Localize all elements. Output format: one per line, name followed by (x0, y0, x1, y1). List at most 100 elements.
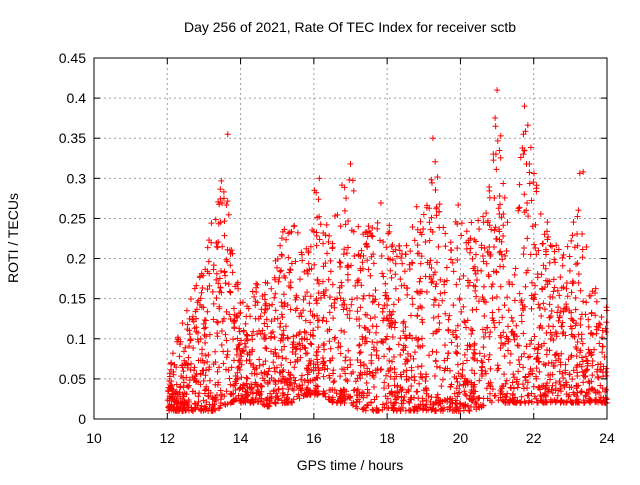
data-point (200, 377, 207, 384)
data-point (370, 293, 377, 300)
data-point (279, 336, 286, 343)
data-point (460, 303, 467, 310)
data-point (563, 391, 570, 398)
data-point (216, 364, 223, 371)
data-point (430, 271, 437, 278)
data-point (392, 260, 399, 267)
data-point (184, 404, 191, 411)
data-point (282, 376, 289, 383)
data-point (492, 114, 499, 121)
data-point (356, 315, 363, 322)
data-point (316, 236, 323, 243)
data-point (431, 407, 438, 414)
data-point (251, 370, 258, 377)
data-point (193, 377, 200, 384)
data-point (364, 244, 371, 250)
data-point (511, 331, 518, 338)
data-point (597, 394, 604, 401)
data-point (386, 308, 393, 315)
data-point (250, 328, 257, 335)
data-point (528, 398, 535, 405)
data-point (373, 393, 380, 400)
data-point (285, 335, 292, 342)
data-point (511, 336, 518, 343)
data-point (568, 289, 575, 296)
axis-ticks: 10 12 14 16 18 20 22 24 0 0.05 0.1 0.15 0.2 0.25 0.3 0.… (59, 50, 615, 446)
data-point (452, 218, 459, 225)
data-point (578, 354, 585, 361)
data-point (571, 333, 578, 340)
data-point (589, 357, 596, 364)
data-point (370, 384, 377, 391)
data-point (481, 353, 488, 360)
data-point (258, 306, 265, 313)
data-point (518, 297, 525, 304)
data-point (170, 368, 177, 375)
data-point (536, 358, 543, 365)
data-point (547, 313, 554, 320)
data-point (582, 373, 589, 380)
data-point (497, 345, 504, 352)
data-point (186, 343, 193, 350)
data-point (248, 398, 255, 405)
data-point (502, 252, 509, 259)
data-point (369, 323, 376, 330)
data-point (386, 222, 393, 229)
data-point (359, 336, 366, 343)
data-point (376, 237, 383, 244)
data-point (208, 406, 215, 413)
data-point (483, 210, 490, 217)
data-point (296, 313, 303, 320)
data-point (279, 354, 286, 361)
data-point (472, 270, 479, 277)
data-point (214, 368, 221, 375)
data-point (550, 276, 557, 283)
data-point (225, 367, 232, 374)
data-point (343, 305, 350, 312)
data-point (349, 296, 356, 303)
data-point (226, 288, 233, 295)
data-point (357, 304, 364, 311)
data-point (356, 350, 363, 357)
data-point (334, 211, 341, 218)
data-point (568, 309, 575, 316)
data-point (331, 378, 338, 385)
data-point (268, 318, 275, 325)
data-point (468, 367, 475, 374)
data-point (169, 396, 176, 403)
data-point (195, 393, 202, 400)
data-point (471, 263, 478, 270)
data-point (545, 233, 552, 240)
data-point (482, 368, 489, 375)
data-point (552, 379, 559, 386)
data-point (482, 329, 489, 336)
data-point (218, 328, 225, 335)
data-point (543, 277, 550, 284)
data-point (278, 346, 285, 353)
data-point (337, 295, 344, 302)
data-point (304, 391, 311, 398)
data-point (541, 340, 548, 347)
data-point (359, 259, 366, 266)
data-point (280, 327, 287, 334)
data-point (310, 367, 317, 374)
data-point (283, 355, 290, 362)
data-point (183, 406, 190, 413)
data-point (481, 245, 488, 252)
data-point (388, 389, 395, 396)
data-point (596, 320, 603, 327)
data-point (254, 281, 261, 288)
data-point (500, 210, 507, 217)
data-point (481, 313, 488, 320)
data-point (555, 355, 562, 362)
data-point (387, 373, 394, 380)
data-point (570, 399, 577, 406)
data-point (292, 307, 299, 314)
data-point (368, 352, 375, 359)
data-point (298, 376, 305, 383)
data-point (179, 364, 186, 371)
data-point (357, 359, 364, 366)
data-point (547, 242, 554, 249)
data-point (480, 283, 487, 290)
data-point (208, 220, 215, 227)
